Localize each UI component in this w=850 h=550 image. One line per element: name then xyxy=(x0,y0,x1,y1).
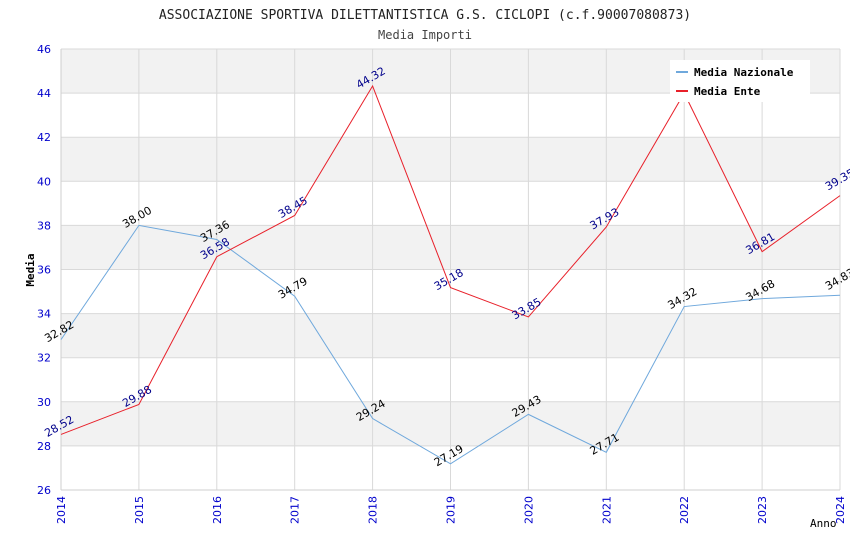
y-axis-label: Media xyxy=(24,253,37,286)
x-tick-label: 2022 xyxy=(678,496,691,524)
y-tick-label: 44 xyxy=(37,87,51,100)
x-tick-label: 2021 xyxy=(600,496,613,524)
series-line xyxy=(60,84,841,435)
legend-entry: Media Nazionale xyxy=(694,66,794,79)
series-lines xyxy=(60,84,841,465)
legend-box xyxy=(670,60,810,102)
y-axis-ticks: 26 28 30 32 34 36 38 40 42 44 46 xyxy=(37,43,51,497)
x-tick-label: 2020 xyxy=(522,496,535,524)
legend-entry: Media Ente xyxy=(694,85,761,98)
legend: Media Nazionale Media Ente xyxy=(670,60,810,102)
x-tick-label: 2016 xyxy=(211,496,224,524)
x-tick-label: 2023 xyxy=(756,496,769,524)
y-tick-label: 46 xyxy=(37,43,51,56)
x-tick-label: 2017 xyxy=(289,496,302,524)
x-tick-label: 2024 xyxy=(834,496,847,524)
y-tick-label: 26 xyxy=(37,484,51,497)
x-tick-label: 2018 xyxy=(367,496,380,524)
x-tick-label: 2019 xyxy=(445,496,458,524)
x-axis-ticks: 2014 2015 2016 2017 2018 2019 2020 2021 2022 2023… xyxy=(55,496,847,524)
gridlines xyxy=(60,48,841,491)
y-tick-label: 36 xyxy=(37,264,51,277)
x-axis-label: Anno xyxy=(810,517,837,530)
chart-subtitle: Media Importi xyxy=(378,28,472,42)
y-tick-label: 40 xyxy=(37,175,51,188)
y-tick-label: 34 xyxy=(37,308,51,321)
y-tick-label: 42 xyxy=(37,131,51,144)
chart-title: ASSOCIAZIONE SPORTIVA DILETTANTISTICA G.… xyxy=(159,8,691,23)
data-label: 34.79 xyxy=(276,275,310,302)
y-tick-label: 30 xyxy=(37,396,51,409)
x-tick-label: 2014 xyxy=(55,496,68,524)
data-label: 34.32 xyxy=(666,285,700,312)
y-tick-label: 28 xyxy=(37,440,51,453)
data-label: 35.18 xyxy=(432,266,466,293)
x-tick-label: 2015 xyxy=(133,496,146,524)
data-label: 34.68 xyxy=(743,277,777,304)
series-line xyxy=(60,224,841,465)
y-tick-label: 32 xyxy=(37,352,51,365)
y-tick-label: 38 xyxy=(37,219,51,232)
